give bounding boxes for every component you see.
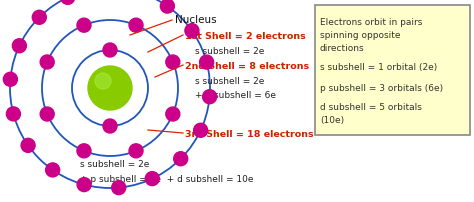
Circle shape	[129, 144, 143, 158]
Circle shape	[103, 43, 117, 57]
Circle shape	[194, 123, 208, 137]
Text: s subshell = 2e: s subshell = 2e	[195, 47, 264, 56]
Circle shape	[112, 181, 126, 195]
Text: d subshell = 5 orbitals: d subshell = 5 orbitals	[320, 103, 422, 112]
Text: s subshell = 2e: s subshell = 2e	[195, 77, 264, 86]
Text: s subshell = 1 orbital (2e): s subshell = 1 orbital (2e)	[320, 63, 437, 72]
Circle shape	[173, 152, 188, 166]
Text: + p subshell = 6e: + p subshell = 6e	[195, 91, 276, 100]
Circle shape	[32, 10, 46, 24]
Circle shape	[95, 73, 111, 89]
Text: directions: directions	[320, 44, 365, 53]
Circle shape	[202, 90, 217, 104]
Text: + p subshell = 6e  + d subshell = 10e: + p subshell = 6e + d subshell = 10e	[80, 175, 254, 184]
Circle shape	[40, 55, 54, 69]
Circle shape	[103, 119, 117, 133]
Circle shape	[88, 66, 132, 110]
FancyBboxPatch shape	[315, 5, 470, 135]
Circle shape	[166, 107, 180, 121]
Circle shape	[145, 172, 159, 186]
Circle shape	[166, 55, 180, 69]
Circle shape	[7, 107, 20, 121]
Text: 2nd Shell = 8 electrons: 2nd Shell = 8 electrons	[185, 62, 309, 71]
Text: (10e): (10e)	[320, 116, 344, 125]
Circle shape	[77, 18, 91, 32]
Circle shape	[77, 178, 91, 191]
Circle shape	[129, 18, 143, 32]
Text: p subshell = 3 orbitals (6e): p subshell = 3 orbitals (6e)	[320, 84, 443, 93]
Circle shape	[77, 144, 91, 158]
Circle shape	[21, 138, 35, 152]
Text: spinning opposite: spinning opposite	[320, 31, 401, 40]
Text: s subshell = 2e: s subshell = 2e	[80, 160, 149, 169]
Circle shape	[185, 24, 199, 38]
Text: 1st Shell = 2 electrons: 1st Shell = 2 electrons	[185, 32, 306, 41]
Circle shape	[61, 0, 75, 4]
Text: 3rd Shell = 18 electrons: 3rd Shell = 18 electrons	[185, 130, 314, 139]
Text: Electrons orbit in pairs: Electrons orbit in pairs	[320, 18, 422, 27]
Circle shape	[3, 72, 18, 86]
Circle shape	[46, 163, 60, 177]
Circle shape	[200, 55, 214, 69]
Circle shape	[160, 0, 174, 13]
Circle shape	[12, 39, 27, 53]
Circle shape	[40, 107, 54, 121]
Text: Nucleus: Nucleus	[175, 15, 217, 25]
